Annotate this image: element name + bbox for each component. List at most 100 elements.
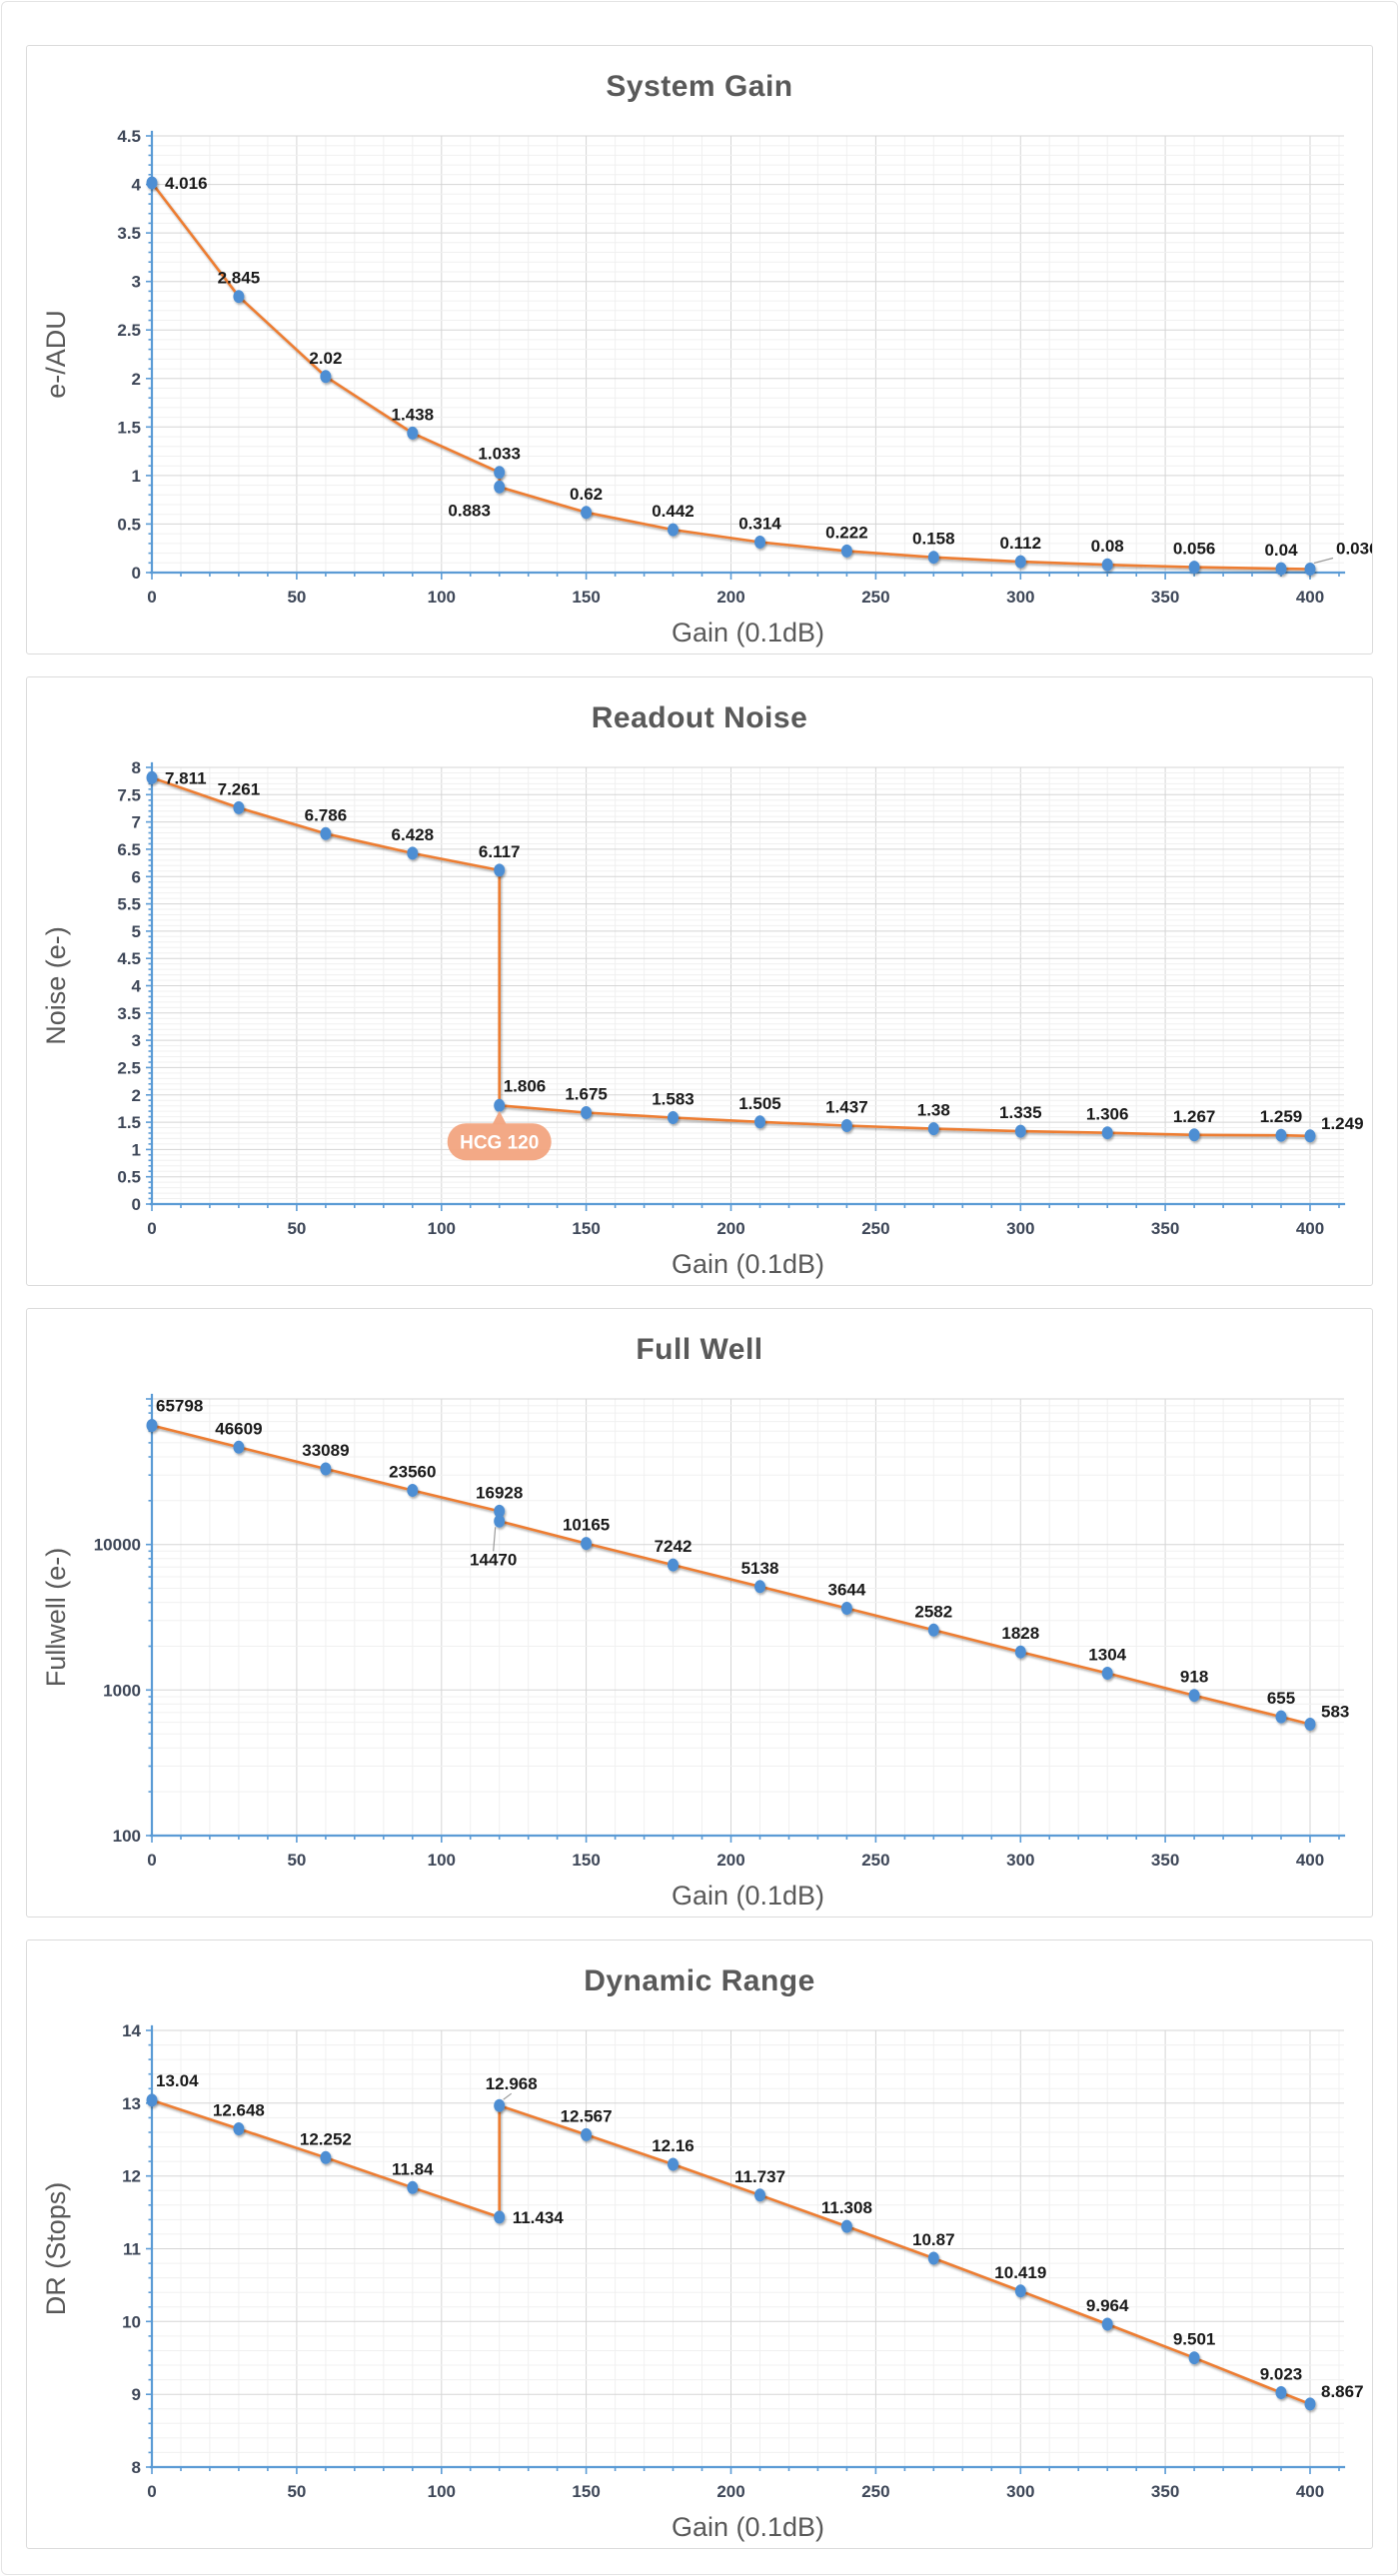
svg-text:4: 4 — [132, 977, 142, 996]
svg-text:11: 11 — [123, 2240, 141, 2259]
svg-text:12.16: 12.16 — [652, 2136, 695, 2155]
svg-text:1.806: 1.806 — [504, 1076, 547, 1095]
chart-card-system-gain: System Gain 0 50 100 150 200 250 300 350 400 0 0.5… — [26, 45, 1373, 654]
svg-text:400: 400 — [1296, 1851, 1324, 1870]
svg-text:2582: 2582 — [914, 1602, 952, 1621]
svg-text:6: 6 — [132, 867, 141, 886]
svg-text:2.5: 2.5 — [117, 1058, 141, 1077]
svg-text:250: 250 — [861, 1219, 889, 1238]
svg-text:0.04: 0.04 — [1264, 541, 1298, 560]
svg-text:12.648: 12.648 — [213, 2101, 265, 2120]
svg-text:1.267: 1.267 — [1173, 1107, 1216, 1126]
svg-text:33089: 33089 — [302, 1441, 349, 1460]
svg-text:3: 3 — [132, 273, 141, 292]
svg-text:3.5: 3.5 — [117, 224, 141, 243]
svg-text:5: 5 — [132, 922, 141, 941]
svg-text:150: 150 — [572, 588, 600, 607]
svg-text:Gain (0.1dB): Gain (0.1dB) — [672, 618, 824, 647]
svg-text:0.112: 0.112 — [999, 534, 1041, 553]
svg-text:10: 10 — [122, 2312, 141, 2331]
chart-title-system-gain: System Gain — [606, 70, 793, 103]
svg-text:1.583: 1.583 — [652, 1090, 695, 1109]
svg-text:583: 583 — [1321, 1703, 1349, 1722]
svg-text:23560: 23560 — [389, 1463, 436, 1482]
svg-text:6.117: 6.117 — [479, 842, 521, 861]
svg-text:0: 0 — [147, 2482, 156, 2501]
svg-text:65798: 65798 — [156, 1397, 203, 1416]
svg-text:0.056: 0.056 — [1173, 540, 1216, 559]
svg-text:7.261: 7.261 — [218, 779, 261, 798]
svg-text:16928: 16928 — [476, 1483, 523, 1502]
svg-text:12.968: 12.968 — [486, 2074, 538, 2093]
svg-text:400: 400 — [1296, 2482, 1324, 2501]
svg-text:3.5: 3.5 — [117, 1004, 141, 1023]
svg-text:13: 13 — [122, 2094, 141, 2113]
svg-text:0.442: 0.442 — [652, 502, 695, 521]
svg-text:100: 100 — [428, 1851, 456, 1870]
svg-text:12.252: 12.252 — [300, 2129, 352, 2148]
svg-text:Gain (0.1dB): Gain (0.1dB) — [672, 1881, 824, 1911]
svg-text:0.883: 0.883 — [448, 501, 491, 520]
svg-text:50: 50 — [287, 1851, 306, 1870]
svg-text:100: 100 — [428, 588, 456, 607]
svg-text:8.867: 8.867 — [1321, 2382, 1364, 2401]
svg-text:Noise (e-): Noise (e-) — [41, 926, 71, 1045]
svg-text:0.158: 0.158 — [912, 530, 955, 549]
svg-text:1: 1 — [132, 1140, 141, 1159]
svg-text:2: 2 — [132, 1086, 141, 1105]
svg-text:5.5: 5.5 — [117, 895, 141, 914]
svg-text:200: 200 — [716, 588, 744, 607]
svg-text:1828: 1828 — [1001, 1624, 1039, 1643]
svg-text:Gain (0.1dB): Gain (0.1dB) — [672, 2512, 824, 2542]
svg-text:918: 918 — [1180, 1668, 1208, 1687]
svg-text:4.5: 4.5 — [117, 127, 141, 146]
svg-text:7.5: 7.5 — [117, 785, 141, 804]
svg-text:2.02: 2.02 — [309, 349, 342, 368]
svg-text:6.428: 6.428 — [392, 825, 435, 844]
svg-text:150: 150 — [572, 1851, 600, 1870]
svg-text:4: 4 — [132, 176, 142, 195]
svg-text:10.87: 10.87 — [912, 2230, 955, 2249]
svg-text:350: 350 — [1151, 588, 1179, 607]
chart-title-readout-noise: Readout Noise — [591, 701, 808, 734]
svg-text:11.84: 11.84 — [392, 2159, 434, 2178]
svg-text:HCG 120: HCG 120 — [460, 1133, 539, 1154]
svg-text:e-/ADU: e-/ADU — [41, 310, 71, 399]
svg-text:11.434: 11.434 — [513, 2208, 565, 2227]
svg-text:6.786: 6.786 — [305, 805, 348, 824]
svg-text:1.033: 1.033 — [478, 445, 521, 464]
svg-text:8: 8 — [132, 2458, 141, 2477]
full-well-plot: 0 50 100 150 200 250 300 350 400 100 1000 10000 6579… — [41, 1393, 1349, 1911]
svg-text:1.306: 1.306 — [1086, 1105, 1129, 1124]
svg-text:1304: 1304 — [1088, 1646, 1126, 1665]
svg-text:6.5: 6.5 — [117, 840, 141, 859]
svg-text:14: 14 — [122, 2021, 141, 2040]
svg-text:300: 300 — [1006, 2482, 1034, 2501]
svg-text:0: 0 — [132, 1195, 141, 1214]
svg-text:2.845: 2.845 — [218, 269, 261, 288]
svg-text:150: 150 — [572, 2482, 600, 2501]
svg-text:1.38: 1.38 — [917, 1101, 950, 1120]
svg-text:0: 0 — [132, 564, 141, 583]
svg-text:9.023: 9.023 — [1260, 2365, 1303, 2384]
svg-text:7: 7 — [132, 813, 141, 832]
svg-text:4.016: 4.016 — [165, 174, 208, 193]
svg-text:10165: 10165 — [563, 1516, 610, 1535]
svg-text:11.737: 11.737 — [734, 2167, 785, 2186]
svg-text:DR (Stops): DR (Stops) — [41, 2182, 71, 2316]
svg-text:200: 200 — [716, 1219, 744, 1238]
svg-text:11.308: 11.308 — [821, 2198, 872, 2217]
chart-title-dynamic-range: Dynamic Range — [584, 1964, 815, 1997]
svg-text:9.501: 9.501 — [1173, 2330, 1216, 2349]
svg-text:350: 350 — [1151, 1219, 1179, 1238]
svg-text:8: 8 — [132, 758, 141, 777]
svg-text:350: 350 — [1151, 2482, 1179, 2501]
svg-text:150: 150 — [572, 1219, 600, 1238]
svg-text:46609: 46609 — [215, 1419, 262, 1438]
svg-text:1.5: 1.5 — [117, 1113, 141, 1132]
svg-text:2: 2 — [132, 370, 141, 389]
svg-text:1.438: 1.438 — [392, 405, 435, 424]
svg-text:7.811: 7.811 — [165, 768, 207, 787]
svg-text:200: 200 — [716, 1851, 744, 1870]
